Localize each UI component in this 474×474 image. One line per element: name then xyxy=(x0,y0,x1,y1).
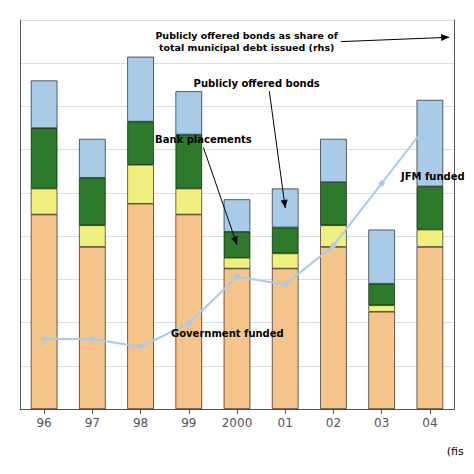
svg-text:04: 04 xyxy=(422,416,437,430)
svg-text:Publicly offered bonds: Publicly offered bonds xyxy=(194,78,320,89)
svg-text:Bank placements: Bank placements xyxy=(155,134,252,145)
svg-text:02: 02 xyxy=(326,416,341,430)
svg-text:03: 03 xyxy=(374,416,389,430)
svg-text:(fis: (fis xyxy=(447,445,464,458)
svg-text:98: 98 xyxy=(133,416,148,430)
svg-text:97: 97 xyxy=(85,416,100,430)
svg-text:96: 96 xyxy=(36,416,51,430)
svg-text:2000: 2000 xyxy=(222,416,253,430)
svg-text:Government funded: Government funded xyxy=(171,328,284,339)
svg-text:99: 99 xyxy=(181,416,196,430)
svg-text:01: 01 xyxy=(278,416,293,430)
svg-text:JFM funded: JFM funded xyxy=(400,171,465,182)
svg-text:Publicly offered bonds as shar: Publicly offered bonds as share of xyxy=(155,30,338,41)
svg-text:total municipal debt issued (r: total municipal debt issued (rhs) xyxy=(159,42,335,53)
